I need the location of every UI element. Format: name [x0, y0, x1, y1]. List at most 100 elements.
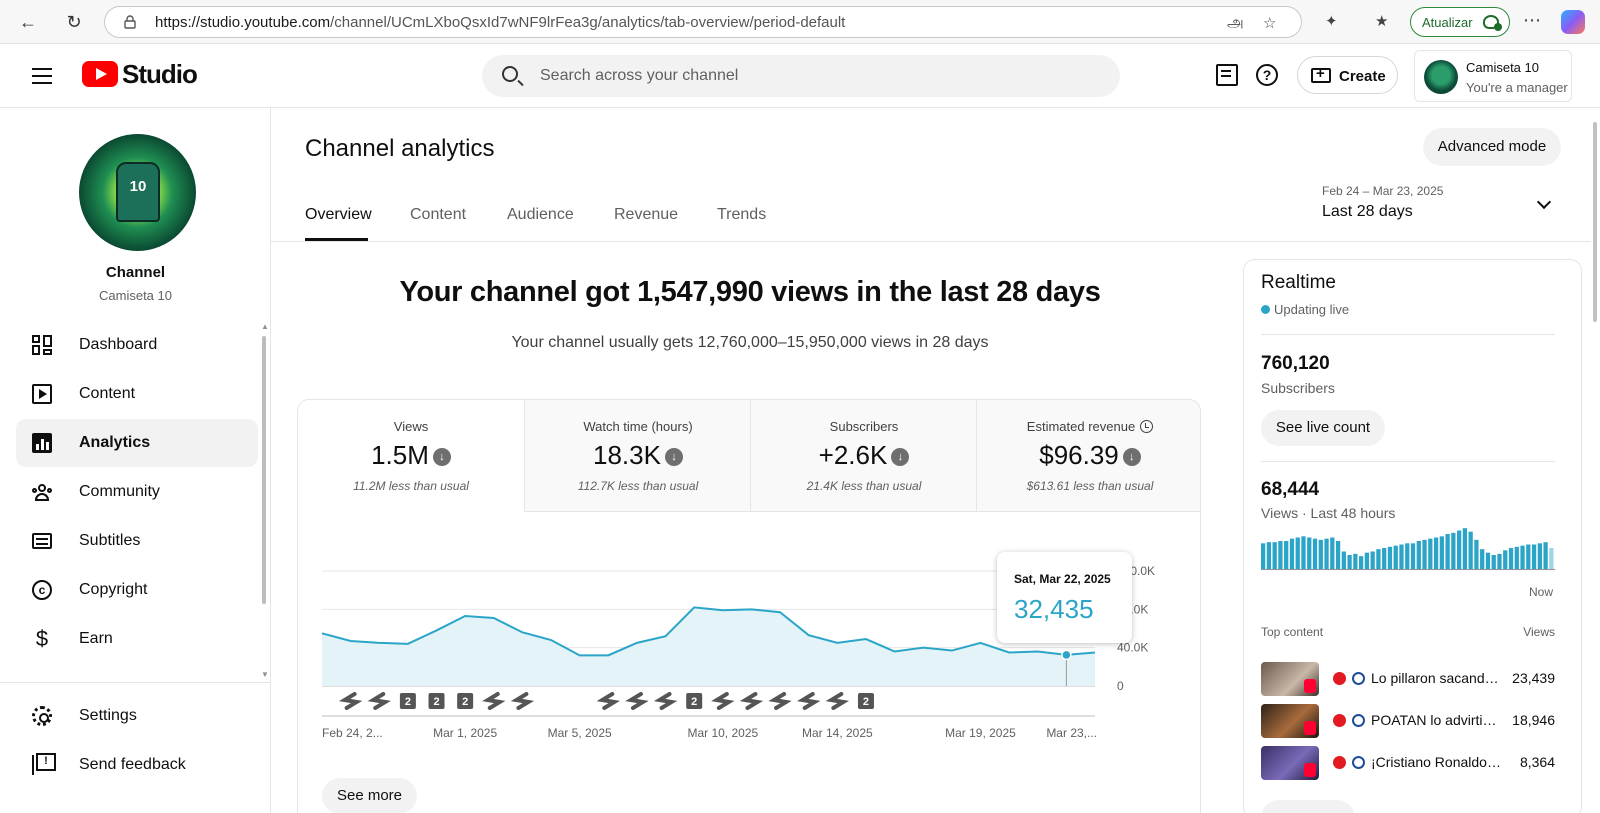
see-more-button[interactable]: See more — [322, 778, 417, 813]
studio-logo-text[interactable]: Studio — [122, 59, 198, 89]
search-box[interactable] — [482, 55, 1120, 97]
divider — [1261, 334, 1555, 335]
favorites-icon[interactable]: ★ — [1375, 13, 1389, 30]
sidebar-item-analytics[interactable]: Analytics — [16, 419, 258, 467]
realtime-bar — [1312, 538, 1318, 569]
realtime-bar — [1376, 549, 1381, 569]
realtime-bar — [1531, 544, 1537, 569]
advanced-mode-button[interactable]: Advanced mode — [1423, 128, 1561, 166]
arrow-down-icon: ↓ — [664, 448, 683, 466]
realtime-bar — [1503, 550, 1508, 569]
earn-icon: $ — [35, 626, 49, 651]
tab-trends[interactable]: Trends — [717, 206, 767, 223]
metric-tab-revenue[interactable]: Estimated revenue $96.39 ↓ $613.61 less t… — [976, 400, 1200, 512]
back-icon[interactable]: ← — [19, 11, 37, 32]
realtime-bar — [1364, 552, 1370, 569]
star-icon[interactable]: ☆ — [1263, 15, 1277, 32]
tab-revenue[interactable]: Revenue — [614, 206, 679, 223]
live-dot-icon — [1261, 305, 1270, 314]
realtime-bar — [1491, 555, 1496, 569]
metric-label: Subscribers — [829, 419, 899, 434]
youtube-logo-icon[interactable] — [82, 61, 118, 87]
top-content-row[interactable]: POATAN lo advirtió... 18,946 — [1261, 704, 1555, 738]
account-switcher[interactable]: Camiseta 10 You're a manager — [1414, 50, 1572, 102]
realtime-bar — [1278, 541, 1283, 569]
page-title: Channel analytics — [305, 135, 495, 162]
more-icon[interactable]: ⋯ — [1523, 10, 1541, 30]
tab-content[interactable]: Content — [410, 206, 467, 223]
extensions-icon[interactable]: ✦ — [1325, 13, 1338, 30]
metrics-card: Views 1.5M ↓ 11.2M less than usual Watch … — [297, 399, 1201, 813]
sidebar-item-copyright[interactable]: c Copyright — [16, 566, 258, 614]
address-bar[interactable]: https://studio.youtube.com/channel/UCmLX… — [104, 6, 1302, 38]
sidebar-item-send-feedback[interactable]: Send feedback — [16, 741, 258, 789]
realtime-bar — [1480, 549, 1485, 569]
update-button[interactable]: Atualizar — [1410, 7, 1510, 37]
realtime-title: Realtime — [1261, 272, 1336, 293]
shorts-icon — [1304, 721, 1316, 735]
realtime-more-button[interactable] — [1261, 800, 1355, 813]
date-range-label: Last 28 days — [1322, 203, 1413, 220]
sidebar-item-dashboard[interactable]: Dashboard — [16, 321, 258, 369]
realtime-bar — [1410, 543, 1416, 569]
realtime-bar — [1295, 537, 1300, 569]
tab-audience[interactable]: Audience — [507, 206, 574, 223]
main-scrollbar[interactable] — [1591, 112, 1600, 813]
chevron-down-icon — [1536, 194, 1552, 210]
sidebar-item-community[interactable]: Community — [16, 468, 258, 516]
copilot-icon[interactable] — [1561, 10, 1585, 34]
gear-icon — [32, 706, 52, 726]
refresh-icon[interactable]: ↻ — [66, 11, 82, 32]
messages-icon[interactable] — [1216, 64, 1238, 86]
feedback-icon — [32, 753, 56, 775]
tab-overview[interactable]: Overview — [305, 206, 372, 223]
active-tab-indicator — [305, 238, 368, 241]
sidebar-item-subtitles[interactable]: Subtitles — [16, 517, 258, 565]
scroll-up-icon[interactable]: ▲ — [261, 322, 269, 331]
realtime-bar — [1445, 534, 1450, 569]
see-live-count-button[interactable]: See live count — [1261, 410, 1385, 446]
metric-tab-watch-time[interactable]: Watch time (hours) 18.3K ↓ 112.7K less th… — [524, 400, 750, 512]
metric-value: $96.39 — [1039, 440, 1119, 470]
metric-label: Watch time (hours) — [583, 419, 693, 434]
search-icon — [502, 66, 518, 82]
realtime-bar — [1485, 552, 1491, 569]
read-aloud-icon[interactable]: அ — [1227, 14, 1244, 31]
metric-value-wrap: 18.3K ↓ — [525, 440, 751, 471]
sidebar-item-earn[interactable]: $ Earn — [16, 615, 258, 663]
sidebar-scrollbar[interactable] — [262, 336, 266, 604]
top-content-row[interactable]: Lo pillaron sacando la... 23,439 — [1261, 662, 1555, 696]
realtime-bar — [1399, 544, 1404, 569]
realtime-bar-chart[interactable] — [1261, 527, 1555, 577]
red-circle-icon — [1333, 756, 1346, 769]
metric-tab-views[interactable]: Views 1.5M ↓ 11.2M less than usual — [298, 400, 524, 512]
metric-label-wrap: Estimated revenue — [977, 419, 1200, 434]
channel-avatar[interactable]: 10 — [79, 134, 196, 251]
sidebar-item-label: Subtitles — [79, 532, 141, 549]
menu-icon[interactable] — [32, 68, 52, 84]
sidebar-item-label: Analytics — [79, 434, 151, 451]
realtime-bar — [1433, 537, 1439, 569]
realtime-bar — [1289, 538, 1295, 569]
scroll-down-icon[interactable]: ▼ — [261, 670, 269, 679]
metric-value: 1.5M — [371, 440, 429, 470]
metric-comparison: 11.2M less than usual — [353, 479, 469, 493]
video-views: 23,439 — [1512, 670, 1555, 686]
community-icon — [32, 482, 52, 502]
realtime-bar — [1284, 541, 1289, 569]
help-icon[interactable]: ? — [1256, 64, 1278, 86]
soccer-ball-icon — [1352, 756, 1365, 769]
realtime-bar — [1549, 548, 1554, 569]
realtime-bar — [1335, 541, 1341, 569]
search-input[interactable] — [540, 55, 1100, 97]
analytics-icon — [32, 433, 52, 453]
sidebar-item-content[interactable]: Content — [16, 370, 258, 418]
metric-tab-subscribers[interactable]: Subscribers +2.6K ↓ 21.4K less than usual — [750, 400, 976, 512]
sidebar-item-label: Community — [79, 483, 160, 500]
create-button[interactable]: Create — [1297, 56, 1398, 94]
top-content-row[interactable]: ¡Cristiano Ronaldo ... 8,364 — [1261, 746, 1555, 780]
realtime-live-status: Updating live — [1261, 302, 1349, 317]
metric-comparison: 21.4K less than usual — [806, 479, 922, 493]
sidebar-item-settings[interactable]: Settings — [16, 692, 258, 740]
divider — [1261, 461, 1555, 462]
